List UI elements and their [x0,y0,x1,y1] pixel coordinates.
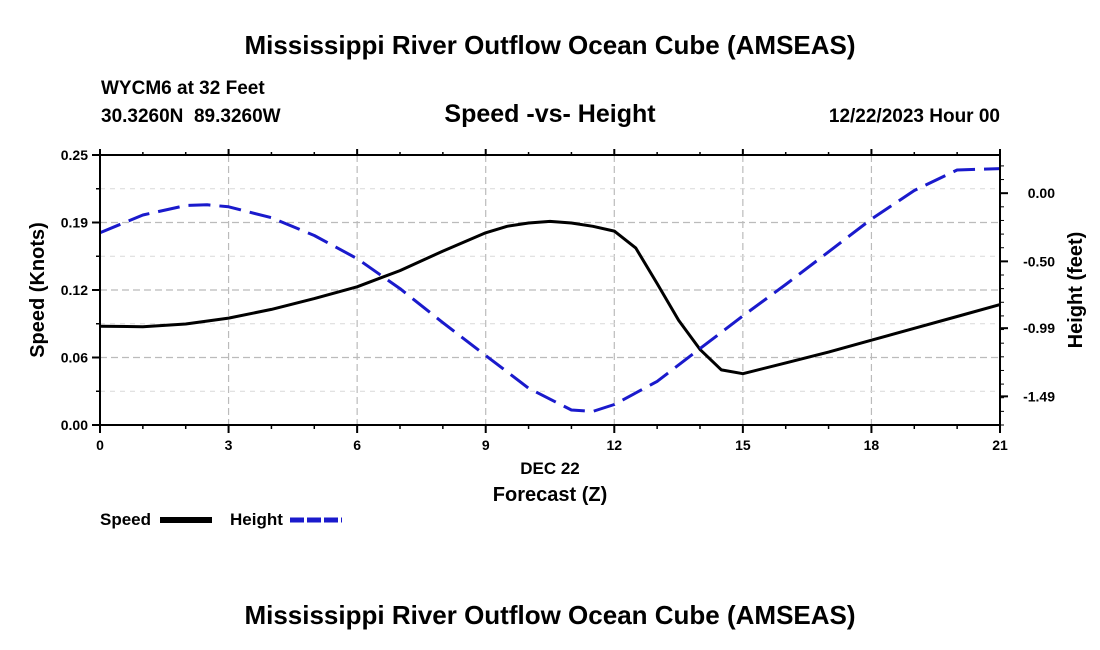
x-tick-label: 21 [992,437,1008,453]
y-right-axis-title: Height (feet) [1065,232,1087,349]
y-right-tick-label: -0.50 [1023,253,1055,269]
x-tick-label: 3 [225,437,233,453]
series-lines [99,167,1001,413]
plot-frame [99,154,1001,426]
height-series-line [99,167,1001,413]
axis-ticks [92,149,1008,433]
legend-height-label: Height [230,510,283,529]
y-left-axis-title: Speed (Knots) [27,222,49,358]
grid-lines [100,155,1000,425]
y-left-tick-label: 0.00 [61,417,88,433]
footer-title: Mississippi River Outflow Ocean Cube (AM… [244,600,856,630]
y-left-tick-label: 0.19 [61,215,88,231]
forecast-datetime: 12/22/2023 Hour 00 [828,106,1000,127]
x-tick-label: 18 [864,437,880,453]
speed-series-line [99,219,1001,376]
x-tick-label: 15 [735,437,751,453]
y-right-tick-label: -1.49 [1023,388,1055,404]
chart-subtitle: Speed -vs- Height [444,100,656,128]
legend-speed-label: Speed [100,510,152,529]
x-tick-label: 0 [96,437,104,453]
x-tick-label: 9 [482,437,490,453]
x-axis-date-label: DEC 22 [520,459,580,478]
x-tick-label: 6 [353,437,361,453]
y-right-tick-label: 0.00 [1028,185,1055,201]
y-left-tick-label: 0.12 [61,282,88,298]
y-left-tick-label: 0.25 [61,147,88,163]
station-label: WYCM6 at 32 Feet [101,78,265,99]
station-coordinates: 30.3260N 89.3260W [101,106,281,127]
chart-title: Mississippi River Outflow Ocean Cube (AM… [244,30,856,60]
x-tick-label: 12 [606,437,622,453]
x-axis-title: Forecast (Z) [493,484,607,506]
y-right-tick-label: -0.99 [1023,320,1055,336]
y-left-tick-label: 0.06 [61,350,88,366]
axis-labels: 0 3 6 9 12 15 18 21 0.00 0.06 0.12 0.19 0.25 0.00 -0.5… [27,147,1087,506]
